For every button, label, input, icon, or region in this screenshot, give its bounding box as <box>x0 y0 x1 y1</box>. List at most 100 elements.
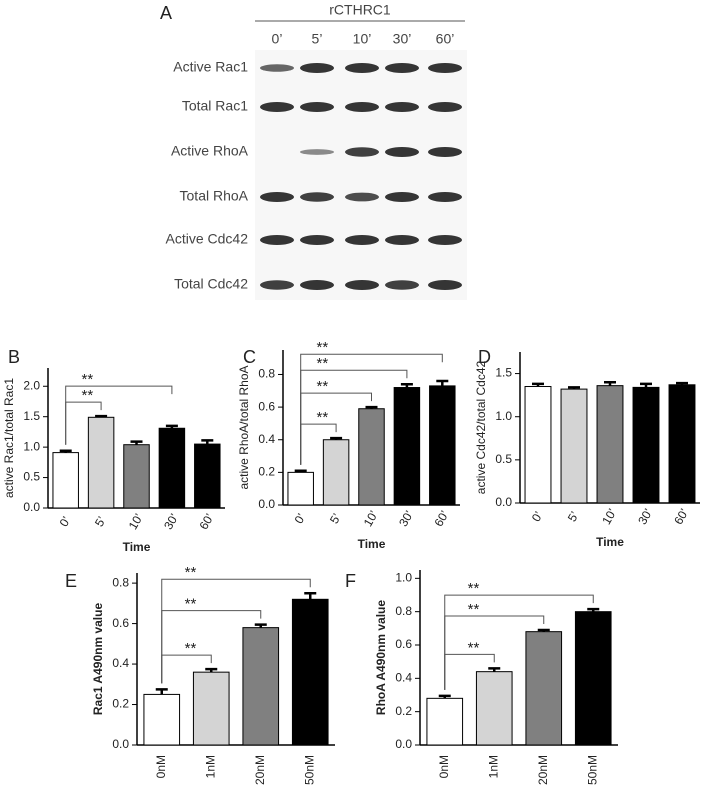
y-axis-label: active Rac1/total Rac1 <box>2 378 16 498</box>
error-bar <box>165 424 178 429</box>
x-tick-label: 1nM <box>203 755 217 778</box>
band <box>385 192 419 202</box>
significance-label: ** <box>317 378 329 395</box>
band <box>385 235 419 245</box>
band <box>428 63 462 73</box>
x-tick-label: 50nM <box>302 755 316 785</box>
error-bar <box>438 694 451 699</box>
y-tick-label: 0.0 <box>395 737 412 751</box>
band <box>345 147 379 157</box>
y-tick-label: 0.8 <box>395 604 412 618</box>
error-bar <box>532 382 544 387</box>
band <box>260 102 294 112</box>
significance-bracket <box>65 385 173 445</box>
significance-label: ** <box>317 409 329 426</box>
error-bar <box>294 469 307 473</box>
band <box>300 102 334 112</box>
x-tick-label: 10’ <box>126 511 146 532</box>
time-label: 5’ <box>312 31 323 47</box>
bar <box>123 444 150 509</box>
significance-label: ** <box>468 601 480 618</box>
band <box>385 147 419 157</box>
chart: C 0.0 0.2 0.4 0.6 0.8 active RhoA/total RhoA Ti… <box>237 339 460 551</box>
y-tick-label: 1.0 <box>23 439 40 453</box>
significance-label: ** <box>468 639 480 656</box>
bar <box>358 408 385 506</box>
bar <box>525 631 563 746</box>
error-bar <box>304 591 317 600</box>
y-tick-label: 0.6 <box>112 616 129 630</box>
error-bar <box>95 414 108 418</box>
row-label: Active Cdc42 <box>166 231 249 247</box>
x-tick-label: 30’ <box>396 508 416 529</box>
x-tick-label: 0’ <box>529 509 546 524</box>
bar <box>143 693 181 746</box>
bar <box>194 443 221 509</box>
band <box>300 280 334 290</box>
significance-label: ** <box>317 355 329 372</box>
y-tick-label: 0.8 <box>258 367 275 381</box>
band <box>345 63 379 73</box>
significance-label: ** <box>185 596 197 613</box>
x-tick-label: 60’ <box>432 508 452 529</box>
chart: D 0.0 0.5 1.0 1.5 active Cdc42/total Cdc42 Tim… <box>474 347 700 549</box>
y-tick-label: 0.0 <box>23 500 40 514</box>
significance-label: ** <box>468 580 480 597</box>
significance-bracket <box>161 578 311 684</box>
band <box>300 192 334 202</box>
y-tick-label: 0.2 <box>112 697 129 711</box>
bar <box>287 471 314 506</box>
bar <box>158 427 186 509</box>
bar <box>574 611 612 746</box>
significance-bracket <box>444 594 594 690</box>
bar <box>668 384 696 504</box>
row-label: Active Rac1 <box>173 59 248 75</box>
y-tick-label: 0.5 <box>495 452 512 466</box>
y-tick-label: 1.0 <box>395 571 412 585</box>
error-bar <box>488 667 501 672</box>
bar <box>426 697 464 746</box>
significance-label: ** <box>317 339 329 356</box>
band <box>428 192 462 202</box>
x-axis-label: Time <box>596 535 624 549</box>
x-axis-label: Time <box>358 537 386 551</box>
bar <box>393 387 421 506</box>
y-tick-label: 0.0 <box>112 737 129 751</box>
band <box>428 235 462 245</box>
x-tick-label: 20nM <box>253 755 267 785</box>
panel-label: E <box>65 571 77 591</box>
significance-label: ** <box>82 387 94 404</box>
y-tick-label: 0.4 <box>112 656 129 670</box>
y-tick-label: 0.8 <box>112 575 129 589</box>
x-tick-label: 0nM <box>437 755 451 778</box>
blot-background <box>255 50 467 300</box>
x-tick-label: 10’ <box>361 508 381 529</box>
x-tick-label: 30’ <box>635 506 655 527</box>
bar <box>242 627 280 746</box>
x-tick-label: 50nM <box>585 755 599 785</box>
error-bar <box>330 436 343 440</box>
bar <box>87 416 115 509</box>
bar <box>560 388 588 504</box>
x-tick-label: 60’ <box>671 506 691 527</box>
panel-label: B <box>8 347 20 367</box>
y-tick-label: 0.6 <box>395 637 412 651</box>
band <box>345 235 379 245</box>
x-tick-label: 20nM <box>536 755 550 785</box>
error-bar <box>604 380 616 386</box>
significance-label: ** <box>185 564 197 581</box>
bar <box>632 386 660 504</box>
significance-bracket <box>300 353 443 465</box>
band <box>428 147 462 157</box>
time-label: 30’ <box>393 31 412 47</box>
bar <box>596 385 624 504</box>
time-label: 10’ <box>353 31 372 47</box>
row-label: Total Rac1 <box>182 98 248 114</box>
band <box>428 102 462 112</box>
x-tick-label: 1nM <box>486 755 500 778</box>
band <box>385 102 419 112</box>
bar <box>291 598 329 746</box>
chart: E 0.0 0.2 0.4 0.6 0.8 Rac1 A490nm value 0nM 1nM 2… <box>65 564 335 785</box>
blot-header: rCTHRC1 <box>329 2 391 18</box>
bar <box>52 452 79 509</box>
